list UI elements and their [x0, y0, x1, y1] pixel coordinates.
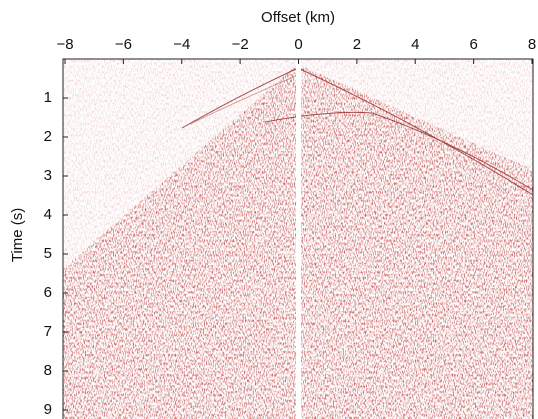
x-tick-label: −4 — [173, 36, 190, 53]
y-tick-label: 1 — [44, 89, 52, 106]
x-tick-label: −2 — [232, 36, 249, 53]
y-tick-label: 3 — [44, 167, 52, 184]
x-tick-label: 8 — [528, 36, 536, 53]
y-tick-label: 7 — [44, 323, 52, 340]
y-tick-label: 6 — [44, 284, 52, 301]
y-tick-label: 2 — [44, 128, 52, 145]
seismic-image — [63, 59, 533, 419]
x-axis-title: Offset (km) — [261, 9, 335, 26]
y-tick-label: 4 — [44, 206, 52, 223]
y-tick-label: 5 — [44, 245, 52, 262]
x-tick-label: 4 — [411, 36, 419, 53]
x-tick-label: −6 — [115, 36, 132, 53]
x-tick-label: 0 — [294, 36, 302, 53]
y-axis-title: Time (s) — [9, 208, 26, 262]
y-tick-label: 8 — [44, 362, 52, 379]
x-tick-label: 6 — [469, 36, 477, 53]
x-tick-label: −8 — [56, 36, 73, 53]
x-tick-label: 2 — [353, 36, 361, 53]
y-tick-label: 9 — [44, 401, 52, 418]
